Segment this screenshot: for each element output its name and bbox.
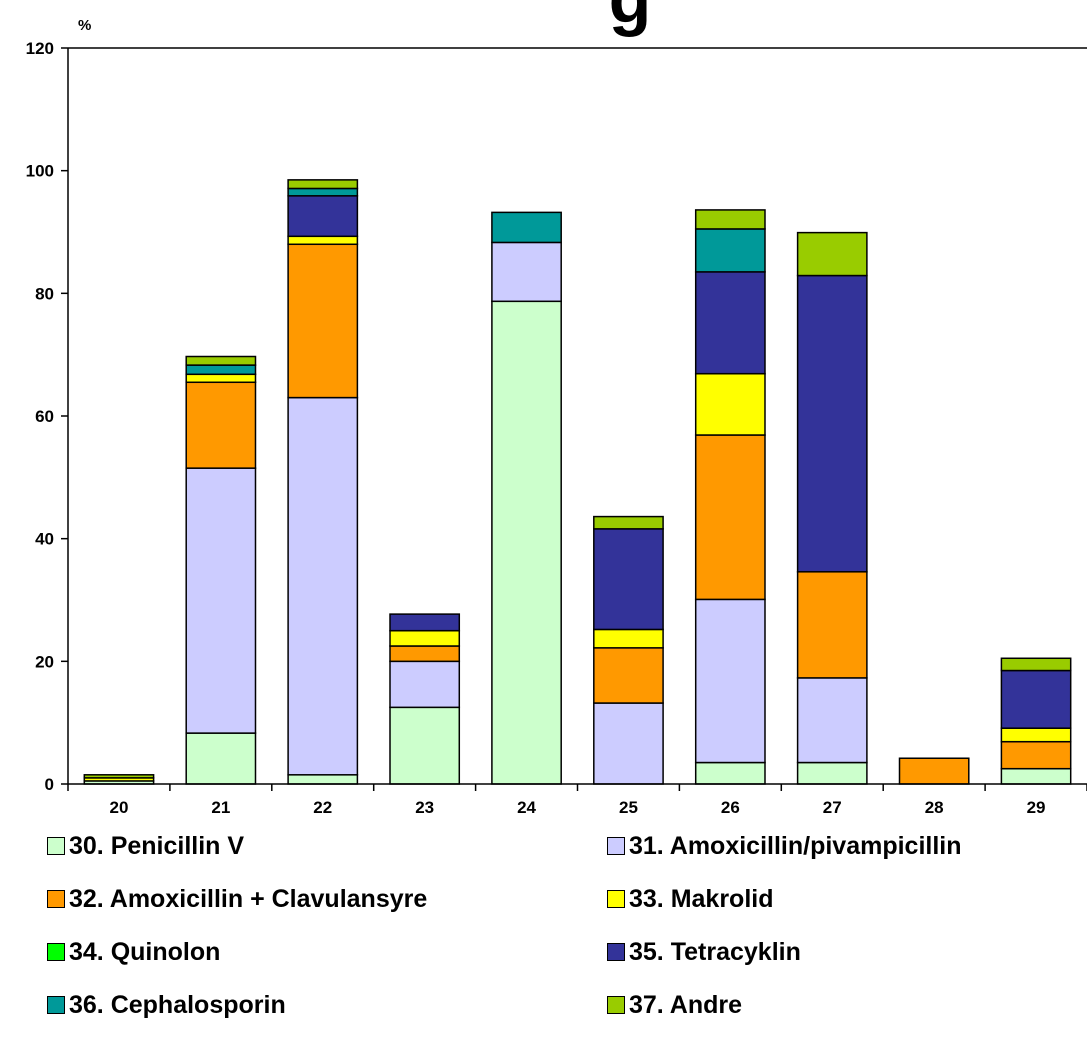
bar-segment-29-series-7: [1000, 657, 1072, 672]
bar-segment-23-series-0: [389, 706, 461, 785]
bar-segment-22-series-1: [287, 396, 359, 776]
x-tick-label: 27: [823, 798, 842, 817]
bar-segment-22-series-6: [287, 187, 359, 197]
bar-segment-22-series-7: [287, 179, 359, 190]
x-tick-label: 26: [721, 798, 740, 817]
y-tick-label: 80: [35, 284, 54, 303]
bar-segment-28-series-2: [898, 757, 970, 785]
bar-segment-24-series-0: [491, 300, 562, 785]
bar-segment-21-series-3: [185, 373, 257, 384]
bar-segment-26-series-0: [694, 761, 766, 785]
y-tick-label: 120: [26, 39, 54, 58]
bar-segment-24-series-6: [491, 211, 562, 244]
y-axis-unit-label: %: [78, 17, 91, 34]
bar-segment-26-series-6: [694, 228, 766, 273]
bar-segment-22-series-2: [287, 243, 359, 399]
chart-title: g: [609, 0, 652, 37]
bar-segment-25-series-7: [593, 515, 664, 530]
bar-segment-21-series-7: [185, 355, 257, 366]
bar-segment-25-series-2: [593, 647, 664, 704]
bar-segment-27-series-0: [796, 761, 868, 785]
bar-segment-21-series-0: [185, 732, 257, 785]
bar-segment-26-series-7: [694, 209, 766, 230]
x-tick-label: 25: [619, 798, 638, 817]
x-tick-label: 21: [211, 798, 230, 817]
bar-segment-29-series-5: [1000, 669, 1072, 729]
bar-segment-24-series-1: [491, 241, 562, 303]
y-tick-label: 40: [35, 530, 54, 549]
x-tick-label: 28: [925, 798, 944, 817]
x-tick-label: 24: [517, 798, 536, 817]
bar-segment-29-series-0: [1000, 767, 1072, 785]
bar-segment-25-series-3: [593, 628, 664, 649]
bar-segment-29-series-2: [1000, 740, 1072, 770]
bar-segment-27-series-7: [796, 231, 868, 277]
bar-segment-23-series-3: [389, 629, 461, 647]
bar-segment-26-series-5: [694, 271, 766, 375]
bar-segment-22-series-3: [287, 235, 359, 246]
bar-segment-25-series-5: [593, 528, 664, 631]
bar-segment-21-series-2: [185, 381, 257, 469]
bar-segment-26-series-3: [694, 372, 766, 436]
x-tick-label: 29: [1027, 798, 1046, 817]
bar-segment-23-series-1: [389, 660, 461, 709]
bars-group: [83, 179, 1072, 785]
bar-segment-23-series-2: [389, 645, 461, 663]
axes-group: 0 20 40 60 80 100 120 20 21 22 23 24 25 26 27 28 29: [26, 39, 1087, 817]
x-tick-label: 23: [415, 798, 434, 817]
bar-segment-23-series-5: [389, 613, 461, 632]
bar-segment-22-series-5: [287, 195, 359, 238]
y-tick-label: 0: [45, 775, 54, 794]
bar-segment-22-series-0: [287, 774, 359, 785]
bar-segment-21-series-6: [185, 364, 257, 376]
bar-segment-27-series-2: [796, 571, 868, 679]
x-tick-label: 22: [313, 798, 332, 817]
y-tick-label: 100: [26, 162, 54, 181]
bar-segment-21-series-1: [185, 467, 257, 734]
bar-segment-27-series-5: [796, 274, 868, 573]
x-tick-label: 20: [109, 798, 128, 817]
bar-segment-27-series-1: [796, 677, 868, 764]
bar-segment-26-series-1: [694, 598, 766, 764]
bar-segment-26-series-2: [694, 434, 766, 601]
bar-segment-29-series-3: [1000, 727, 1072, 743]
y-tick-label: 60: [35, 407, 54, 426]
bar-segment-25-series-1: [593, 702, 664, 785]
bar-segment-20-series-7: [83, 774, 155, 779]
y-tick-label: 20: [35, 652, 54, 671]
